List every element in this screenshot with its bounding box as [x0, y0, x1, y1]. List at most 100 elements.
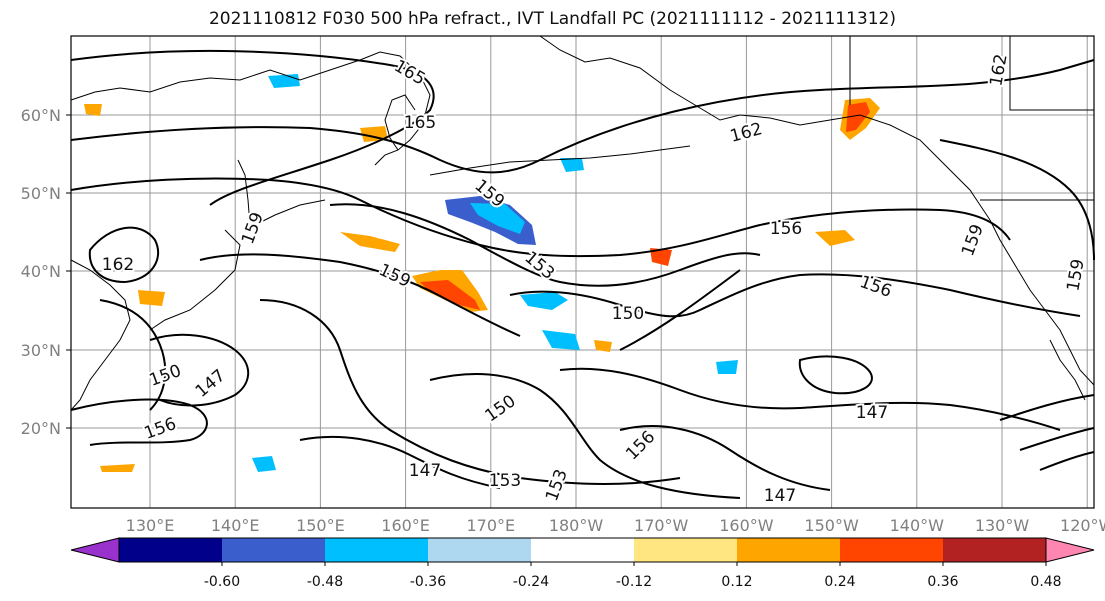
anomaly-blob-negative	[716, 360, 738, 374]
japan-coastline	[149, 229, 241, 331]
lon-label: 180°W	[549, 516, 604, 535]
colorbar-extend-min	[70, 537, 120, 563]
anomaly-blob-positive	[846, 102, 870, 132]
contour-line	[619, 269, 741, 351]
contour-label: 165	[402, 111, 438, 135]
contour-line	[329, 203, 761, 287]
map-frame	[70, 35, 1095, 509]
anomaly-blob-negative	[542, 330, 580, 350]
ivt-shading	[84, 74, 880, 472]
anomaly-blob-positive	[650, 248, 672, 266]
colorbar-segment	[737, 538, 841, 562]
svg-text:150: 150	[612, 304, 644, 324]
contour-line	[509, 273, 1081, 318]
lon-label: 130°W	[975, 516, 1030, 535]
anomaly-blob-positive	[420, 280, 480, 310]
colorbar-tick-label: 0.12	[721, 574, 752, 590]
china-coastline	[70, 259, 131, 411]
lon-label: 160°E	[381, 516, 430, 535]
canada-border	[849, 36, 1094, 201]
contour-label: 150	[610, 302, 646, 326]
refractivity-contours	[70, 49, 1095, 499]
svg-text:156: 156	[770, 219, 802, 239]
colorbar: -0.60 -0.48 -0.36 -0.24 -0.12 0.12 0.24 0.36 0.4…	[70, 537, 1095, 590]
contour-line	[149, 333, 250, 407]
svg-text:153: 153	[489, 471, 521, 491]
contour-line	[798, 355, 873, 395]
lon-label: 130°E	[126, 516, 175, 535]
colorbar-tick-label: 0.48	[1030, 574, 1061, 590]
lon-label: 150°W	[804, 516, 859, 535]
anomaly-blob-positive	[138, 290, 165, 306]
anomaly-blob-positive	[100, 464, 135, 472]
contour-line	[559, 367, 1061, 431]
lon-label: 150°E	[296, 516, 345, 535]
contour-line	[70, 177, 1011, 258]
lat-label: 20°N	[21, 419, 61, 438]
anomaly-blob-negative	[560, 158, 584, 172]
contour-label: 147	[407, 459, 443, 483]
contour-label: 162	[100, 253, 136, 277]
kuril-islands	[254, 199, 326, 226]
lat-label: 50°N	[21, 184, 61, 203]
colorbar-segment	[222, 538, 326, 562]
contour-label: 147	[854, 401, 890, 425]
colorbar-segment	[119, 538, 223, 562]
svg-text:147: 147	[856, 403, 888, 423]
latitude-axis: 60°N 50°N 40°N 30°N 20°N	[21, 106, 71, 438]
anomaly-blob-negative	[470, 203, 525, 234]
anomaly-blob-positive	[594, 340, 612, 352]
colorbar-tick-label: 0.36	[927, 574, 958, 590]
anomaly-blob-positive	[340, 232, 400, 252]
contour-line	[70, 398, 208, 446]
colorbar-extend-max	[1045, 537, 1095, 563]
svg-text:147: 147	[409, 461, 441, 481]
lon-label: 140°W	[890, 516, 945, 535]
lon-label: 170°W	[634, 516, 689, 535]
lat-label: 40°N	[21, 262, 61, 281]
lon-label: 160°W	[719, 516, 774, 535]
kamchatka-coastline	[384, 94, 416, 151]
svg-text:147: 147	[764, 486, 796, 506]
colorbar-tick-label: 0.24	[824, 574, 855, 590]
contour-label: 156	[768, 217, 804, 241]
aleutian-islands	[429, 145, 691, 176]
colorbar-segment	[531, 538, 635, 562]
coastlines	[70, 35, 1095, 411]
colorbar-tick-label: -0.60	[204, 574, 240, 590]
lat-label: 30°N	[21, 341, 61, 360]
contour-line	[70, 59, 1095, 174]
lon-label: 140°E	[211, 516, 260, 535]
colorbar-segment	[428, 538, 532, 562]
alaska-coastline	[539, 35, 991, 221]
anomaly-blob-negative	[520, 292, 568, 310]
contour-line	[70, 49, 435, 206]
colorbar-tick-label: -0.36	[410, 574, 446, 590]
contour-line	[619, 425, 831, 491]
contour-line	[939, 139, 1095, 261]
lat-label: 60°N	[21, 106, 61, 125]
longitude-axis: 130°E 140°E 150°E 160°E 170°E 180°W 170°W 160°W…	[126, 516, 1105, 535]
map-title: 2021110812 F030 500 hPa refract., IVT La…	[208, 9, 896, 29]
lon-label: 120°W	[1060, 516, 1105, 535]
colorbar-segment	[840, 538, 944, 562]
lon-label: 170°E	[466, 516, 515, 535]
baja-coastline	[1049, 339, 1086, 401]
svg-text:165: 165	[404, 113, 436, 133]
contour-line	[88, 226, 160, 284]
contour-label: 147	[762, 484, 798, 508]
contour-line	[259, 299, 681, 485]
contour-line	[299, 435, 501, 489]
anomaly-blob-positive	[815, 230, 855, 246]
contour-line	[199, 253, 521, 337]
colorbar-tick-label: -0.48	[307, 574, 343, 590]
colorbar-tick-label: -0.12	[616, 574, 652, 590]
anomaly-blob-negative	[252, 456, 276, 472]
colorbar-segment	[634, 538, 738, 562]
graticule	[71, 36, 1094, 508]
contour-line	[999, 394, 1095, 471]
anomaly-blob-positive	[84, 104, 102, 116]
colorbar-segment	[943, 538, 1047, 562]
contour-label: 153	[487, 469, 523, 493]
